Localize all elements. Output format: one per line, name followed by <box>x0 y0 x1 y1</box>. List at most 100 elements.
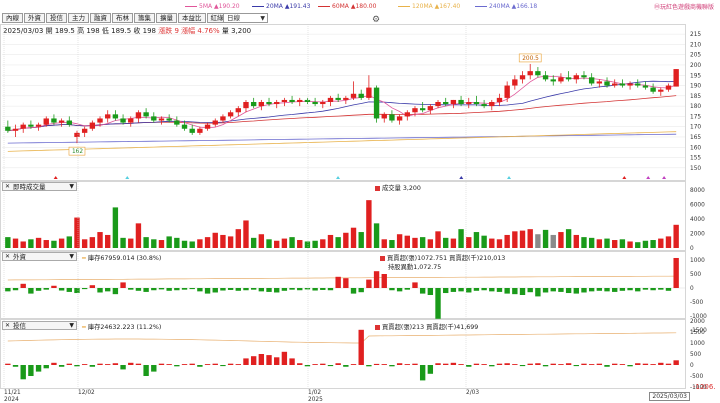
trust-bar <box>20 365 26 380</box>
trust-bar <box>565 363 572 365</box>
tab-4[interactable]: 融資 <box>90 13 111 23</box>
foreign-bar <box>650 288 656 291</box>
gear-icon[interactable]: ⚙ <box>372 15 381 25</box>
candle <box>135 112 142 119</box>
foreign-bar <box>97 288 103 293</box>
trust-tick: 500 <box>690 352 701 358</box>
tab-1[interactable]: 外資 <box>24 13 45 23</box>
info-pct: 漲幅 4.76% <box>181 27 220 35</box>
legend-swatch <box>375 185 380 191</box>
candle <box>496 97 503 102</box>
candle <box>450 99 457 105</box>
high-label: 200.5 <box>522 56 539 62</box>
trust-bar <box>212 363 218 365</box>
vol-tick: 8000 <box>690 188 705 194</box>
volume-bar <box>327 234 334 248</box>
trust-bar <box>89 365 96 367</box>
tab-2[interactable]: 投信 <box>46 13 67 23</box>
candle <box>189 128 195 133</box>
tab-7[interactable]: 擴量 <box>156 13 177 23</box>
foreign-bar <box>466 288 472 293</box>
tab-0[interactable]: 內線 <box>2 13 23 23</box>
volume-bar <box>358 232 364 248</box>
trust-bar <box>97 363 103 365</box>
foreign-bar <box>343 278 349 288</box>
trust-bar <box>28 365 34 376</box>
vol-tick: 4000 <box>690 217 705 223</box>
foreign-bar <box>258 288 265 292</box>
price-tick: 185 <box>690 94 701 100</box>
candle <box>565 77 572 80</box>
trust-tick: 1000 <box>690 341 705 347</box>
foreign-bar <box>20 283 26 288</box>
volume-bar <box>573 234 579 248</box>
price-tick: 155 <box>690 156 701 162</box>
candle <box>105 114 111 119</box>
candle <box>58 120 65 123</box>
trust-bar <box>166 364 172 365</box>
candle <box>665 85 672 90</box>
close-icon[interactable]: ✕ <box>5 253 11 260</box>
trust-bar <box>143 365 149 376</box>
trust-bar <box>450 362 457 365</box>
foreign-bar <box>450 288 457 292</box>
panel-header-foreign[interactable]: ✕ 外資 ▼ <box>2 252 77 261</box>
candle <box>174 120 180 125</box>
tab-5[interactable]: 布林 <box>112 13 133 23</box>
candle <box>427 106 434 111</box>
trust-bar <box>527 363 533 365</box>
foreign-bar <box>642 288 649 290</box>
volume-bar <box>51 240 57 248</box>
close-icon[interactable]: ✕ <box>5 322 11 329</box>
close-icon[interactable]: ✕ <box>5 183 11 190</box>
volume-bar <box>489 238 495 248</box>
period-select[interactable]: 日線 ▼ <box>223 13 268 23</box>
trust-bar <box>250 356 257 365</box>
foreign-bar <box>635 288 641 292</box>
panel-header-volume[interactable]: ✕ 即時成交量 ▼ <box>2 182 77 191</box>
trust-inventory-text: 庫存24632.223 (11.2%) <box>87 324 162 331</box>
trust-bar <box>366 365 372 367</box>
volume-bar <box>143 237 149 248</box>
foreign-inventory-text: 庫存67959.014 (30.8%) <box>87 255 162 262</box>
volume-bar <box>596 239 603 248</box>
foreign-bar <box>297 288 303 291</box>
foreign-bar <box>212 288 218 293</box>
candle <box>66 120 72 125</box>
foreign-bar <box>588 288 595 292</box>
trust-bar <box>43 365 49 369</box>
volume-bar <box>220 234 226 248</box>
volume-bar <box>550 234 556 248</box>
tab-3[interactable]: 主力 <box>68 13 89 23</box>
candle <box>28 124 34 127</box>
tab-8[interactable]: 本益比 <box>178 13 206 23</box>
candle <box>258 102 265 107</box>
panel-header-trust[interactable]: ✕ 投信 ▼ <box>2 321 77 330</box>
trust-bar <box>112 363 119 365</box>
foreign-bar <box>320 288 326 290</box>
volume-bar <box>458 229 464 248</box>
candle <box>358 93 364 98</box>
foreign-bar <box>358 288 364 293</box>
trust-bar <box>542 365 549 367</box>
trust-bar <box>289 358 295 365</box>
info-date: 2025/03/03 <box>3 27 44 35</box>
candle <box>89 122 96 129</box>
candle <box>489 102 495 107</box>
foreign-bar <box>481 288 487 291</box>
ma20-line <box>7 80 677 132</box>
candle <box>519 75 526 80</box>
foreign-bar <box>51 285 57 288</box>
foreign-tick: -500 <box>690 300 703 306</box>
trust-bar <box>473 363 480 365</box>
ma5-line <box>7 75 677 132</box>
info-high: 高 198 <box>77 27 100 35</box>
tab-6[interactable]: 籌集 <box>134 13 155 23</box>
foreign-bar <box>5 288 11 292</box>
volume-bar <box>473 232 480 248</box>
trust-bar <box>274 357 280 365</box>
trust-bar <box>435 363 441 365</box>
candle <box>527 71 533 76</box>
candle <box>619 83 626 86</box>
